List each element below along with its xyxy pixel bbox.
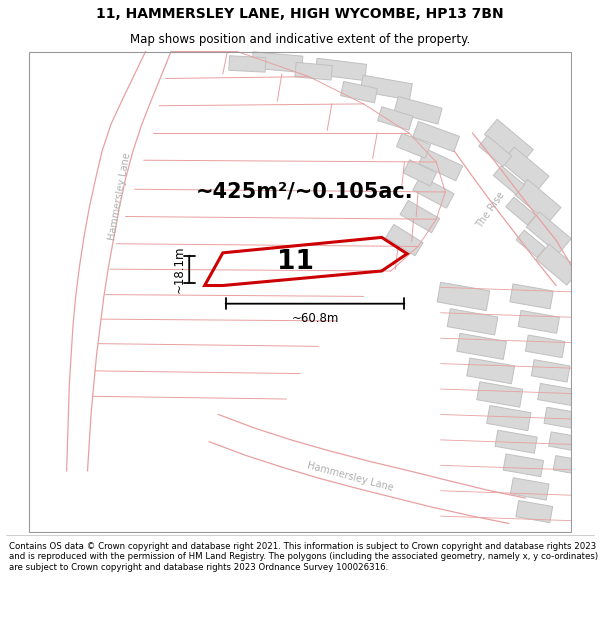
Polygon shape [536,244,580,285]
Polygon shape [377,107,413,130]
Polygon shape [526,335,565,357]
Polygon shape [477,382,523,408]
Polygon shape [413,176,454,208]
Text: ~18.1m: ~18.1m [173,246,186,293]
Polygon shape [457,333,506,359]
Polygon shape [510,284,553,309]
Polygon shape [447,309,498,335]
Polygon shape [229,56,266,72]
Polygon shape [437,282,490,311]
Polygon shape [295,62,332,80]
Polygon shape [553,456,584,475]
Text: 11, HAMMERSLEY LANE, HIGH WYCOMBE, HP13 7BN: 11, HAMMERSLEY LANE, HIGH WYCOMBE, HP13 … [96,8,504,21]
Polygon shape [467,358,515,384]
Text: 11: 11 [277,249,314,275]
Text: Map shows position and indicative extent of the property.: Map shows position and indicative extent… [130,34,470,46]
Polygon shape [526,212,571,254]
Polygon shape [479,136,512,167]
Polygon shape [493,166,524,195]
Polygon shape [487,406,531,431]
Polygon shape [394,96,442,124]
Polygon shape [548,432,581,451]
Polygon shape [503,454,544,477]
Polygon shape [544,408,579,429]
Text: ~425m²/~0.105ac.: ~425m²/~0.105ac. [196,182,413,202]
Polygon shape [506,197,536,225]
Polygon shape [518,311,559,333]
Polygon shape [341,81,377,102]
Polygon shape [386,224,423,256]
Polygon shape [538,383,574,406]
Polygon shape [413,121,460,152]
Polygon shape [511,478,549,500]
Polygon shape [516,501,553,522]
Polygon shape [484,119,533,165]
Text: The Rise: The Rise [475,190,507,230]
Polygon shape [397,133,431,158]
Polygon shape [360,75,412,100]
Polygon shape [502,147,549,191]
Polygon shape [403,160,437,186]
Polygon shape [515,179,561,222]
Polygon shape [252,52,303,72]
Polygon shape [495,430,537,453]
Text: Contains OS data © Crown copyright and database right 2021. This information is : Contains OS data © Crown copyright and d… [9,542,598,571]
Polygon shape [400,201,440,232]
Text: Hammersley Lane: Hammersley Lane [306,460,394,492]
Polygon shape [516,230,545,258]
Polygon shape [532,359,570,382]
Polygon shape [419,149,463,181]
Text: ~60.8m: ~60.8m [291,312,338,325]
Polygon shape [315,58,367,81]
Text: Hammersley Lane: Hammersley Lane [107,152,133,241]
